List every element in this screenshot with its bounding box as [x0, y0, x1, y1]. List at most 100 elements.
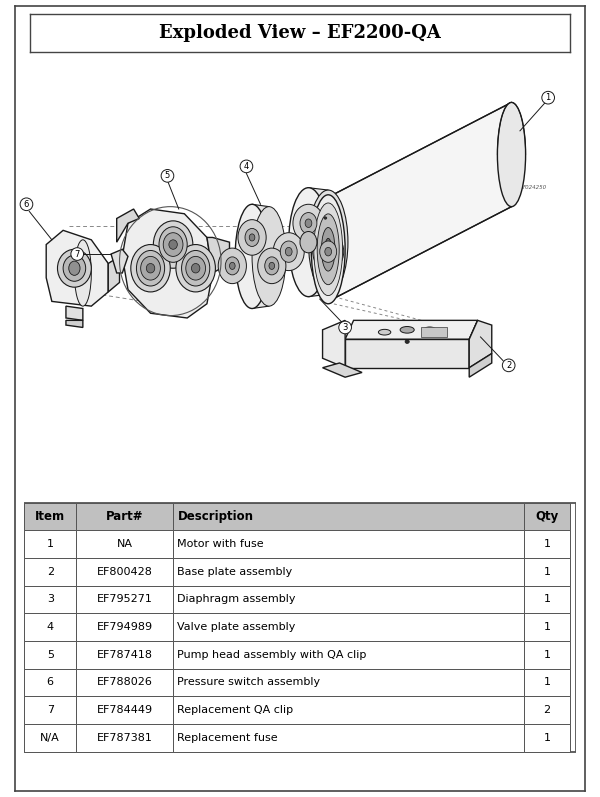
Text: Replacement fuse: Replacement fuse [178, 732, 278, 743]
Text: N/A: N/A [40, 732, 60, 743]
Polygon shape [345, 320, 478, 340]
Ellipse shape [131, 245, 170, 292]
Polygon shape [46, 230, 108, 306]
FancyBboxPatch shape [524, 669, 571, 697]
Text: 1: 1 [544, 677, 551, 688]
Text: EF787381: EF787381 [97, 732, 152, 743]
FancyBboxPatch shape [524, 530, 571, 558]
FancyBboxPatch shape [524, 641, 571, 669]
Text: EF800428: EF800428 [97, 567, 152, 577]
Text: Qty: Qty [535, 510, 559, 523]
Text: 6: 6 [24, 200, 29, 209]
Ellipse shape [317, 214, 339, 285]
FancyBboxPatch shape [24, 697, 76, 724]
Text: EF784449: EF784449 [97, 705, 153, 715]
FancyBboxPatch shape [524, 586, 571, 613]
Ellipse shape [238, 220, 266, 255]
Polygon shape [111, 249, 128, 273]
Ellipse shape [405, 340, 409, 344]
Ellipse shape [325, 247, 332, 256]
Text: Replacement QA clip: Replacement QA clip [178, 705, 293, 715]
Ellipse shape [63, 255, 86, 281]
FancyBboxPatch shape [24, 503, 76, 530]
FancyBboxPatch shape [173, 558, 524, 586]
Text: Motor with fuse: Motor with fuse [178, 539, 264, 549]
Ellipse shape [74, 240, 91, 306]
Text: Description: Description [178, 510, 253, 523]
Text: 2: 2 [506, 361, 511, 370]
Polygon shape [308, 188, 328, 296]
FancyBboxPatch shape [24, 641, 76, 669]
Ellipse shape [308, 190, 348, 294]
FancyBboxPatch shape [76, 613, 173, 641]
FancyBboxPatch shape [524, 697, 571, 724]
Ellipse shape [314, 203, 343, 296]
Polygon shape [421, 328, 446, 337]
Ellipse shape [313, 233, 344, 271]
Polygon shape [207, 238, 229, 273]
Ellipse shape [163, 233, 183, 257]
Ellipse shape [324, 217, 327, 219]
Ellipse shape [300, 231, 317, 253]
Ellipse shape [249, 234, 255, 241]
Ellipse shape [69, 261, 80, 275]
Text: Diaphragm assembly: Diaphragm assembly [178, 595, 296, 604]
FancyBboxPatch shape [524, 503, 571, 530]
Ellipse shape [311, 194, 345, 304]
Ellipse shape [497, 103, 526, 206]
FancyBboxPatch shape [173, 613, 524, 641]
Ellipse shape [58, 249, 91, 287]
FancyBboxPatch shape [76, 586, 173, 613]
FancyBboxPatch shape [76, 530, 173, 558]
Text: 2: 2 [544, 705, 551, 715]
FancyBboxPatch shape [24, 669, 76, 697]
Ellipse shape [379, 329, 391, 335]
Text: 1: 1 [544, 567, 551, 577]
Text: 5: 5 [165, 171, 170, 180]
FancyBboxPatch shape [524, 613, 571, 641]
Polygon shape [323, 363, 362, 377]
Text: 2: 2 [47, 567, 54, 577]
Text: NA: NA [117, 539, 133, 549]
FancyBboxPatch shape [76, 503, 173, 530]
Ellipse shape [265, 257, 279, 275]
Ellipse shape [300, 213, 317, 234]
Ellipse shape [280, 241, 297, 262]
Ellipse shape [305, 219, 312, 227]
Ellipse shape [269, 262, 275, 269]
Polygon shape [469, 354, 492, 377]
Polygon shape [323, 320, 345, 367]
Polygon shape [328, 103, 511, 301]
Ellipse shape [327, 245, 329, 253]
Ellipse shape [252, 206, 286, 306]
Ellipse shape [273, 233, 304, 271]
Text: EF795271: EF795271 [97, 595, 152, 604]
Polygon shape [252, 204, 269, 308]
FancyBboxPatch shape [173, 669, 524, 697]
FancyBboxPatch shape [76, 558, 173, 586]
FancyBboxPatch shape [173, 724, 524, 752]
FancyBboxPatch shape [173, 641, 524, 669]
Polygon shape [116, 209, 139, 242]
Ellipse shape [289, 188, 328, 296]
FancyBboxPatch shape [76, 724, 173, 752]
FancyBboxPatch shape [24, 613, 76, 641]
Ellipse shape [286, 247, 292, 256]
Ellipse shape [169, 240, 178, 249]
Polygon shape [345, 340, 469, 367]
Ellipse shape [257, 248, 286, 284]
Text: 5: 5 [47, 650, 54, 660]
Text: 7: 7 [47, 705, 54, 715]
FancyBboxPatch shape [524, 558, 571, 586]
Ellipse shape [235, 204, 269, 308]
Text: 3: 3 [343, 323, 348, 332]
Text: Item: Item [35, 510, 65, 523]
Text: Exploded View – EF2200-QA: Exploded View – EF2200-QA [159, 24, 441, 41]
FancyBboxPatch shape [524, 724, 571, 752]
FancyBboxPatch shape [24, 586, 76, 613]
Text: F024250: F024250 [523, 185, 547, 190]
Polygon shape [469, 320, 478, 367]
Ellipse shape [154, 221, 193, 269]
Polygon shape [66, 306, 83, 320]
FancyBboxPatch shape [24, 558, 76, 586]
